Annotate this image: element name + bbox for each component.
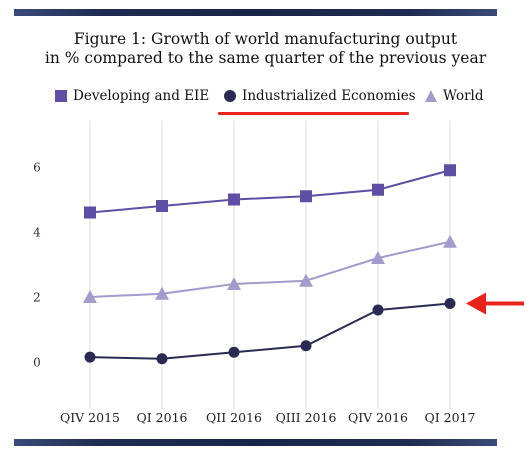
legend-item-developing: Developing and EIE: [54, 88, 209, 104]
data-point-triangle: [371, 251, 385, 264]
top-decorative-band: [14, 9, 497, 16]
data-point-square: [84, 206, 96, 219]
y-tick-label: 0: [33, 356, 41, 370]
legend-label-industrialized: Industrialized Economies: [242, 88, 416, 104]
data-point-square: [372, 183, 384, 196]
y-tick-label: 2: [33, 291, 41, 305]
legend-item-world: World: [424, 88, 484, 104]
data-point-triangle: [299, 273, 313, 287]
data-point-triangle: [227, 277, 241, 290]
data-point-circle: [300, 340, 312, 352]
chart-title-line-1: Figure 1: Growth of world manufacturing …: [73, 30, 458, 48]
triangle-marker-icon: [425, 90, 437, 102]
y-tick-label: 4: [33, 226, 41, 240]
x-tick-label: QI 2017: [425, 410, 476, 425]
data-point-circle: [84, 351, 96, 363]
series-line: [89, 169, 451, 214]
x-tick-label: QIV 2015: [60, 410, 120, 425]
data-point-triangle: [443, 234, 457, 248]
legend-label-world: World: [443, 88, 484, 104]
data-point-square: [444, 164, 456, 177]
legend-highlight-underline: [218, 112, 409, 115]
highlight-arrow-icon: [466, 292, 486, 315]
square-marker-icon: [55, 90, 67, 102]
chart-title-line-2: in % compared to the same quarter of the…: [44, 49, 487, 67]
circle-marker-icon: [224, 90, 236, 102]
data-point-circle: [228, 346, 240, 358]
data-point-triangle: [83, 290, 97, 303]
data-point-triangle: [155, 286, 169, 300]
series-line: [89, 302, 451, 360]
data-point-square: [228, 193, 240, 206]
series-line: [89, 240, 451, 298]
data-point-circle: [444, 298, 456, 309]
legend-item-industrialized: Industrialized Economies: [223, 88, 416, 104]
x-tick-label: QII 2016: [206, 410, 262, 425]
data-point-square: [156, 200, 168, 212]
x-tick-label: QI 2016: [137, 410, 188, 425]
chart-title: Figure 1: Growth of world manufacturing …: [0, 30, 531, 68]
data-point-circle: [372, 304, 384, 316]
data-point-square: [300, 190, 312, 203]
legend: Developing and EIE Industrialized Econom…: [0, 88, 531, 108]
legend-label-developing: Developing and EIE: [73, 88, 210, 104]
x-tick-label: QIV 2016: [348, 410, 408, 425]
bottom-decorative-band: [14, 439, 497, 446]
y-tick-label: 6: [33, 161, 41, 175]
x-tick-label: QIII 2016: [276, 410, 337, 425]
data-point-circle: [156, 353, 168, 365]
